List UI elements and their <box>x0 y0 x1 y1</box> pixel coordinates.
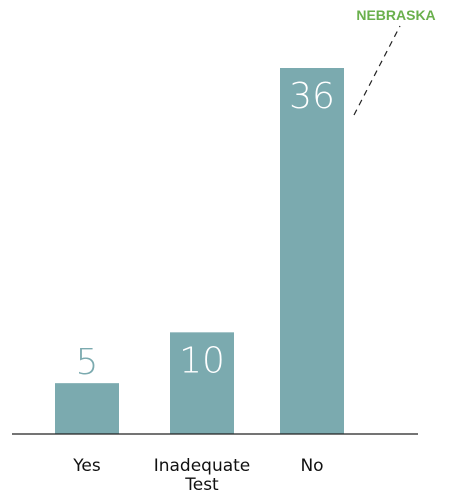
bar-values-layer: 5 10 36 <box>76 76 335 383</box>
category-label-2: No <box>300 456 323 476</box>
bar-1 <box>170 332 234 434</box>
bar-value-1: 10 <box>179 340 225 381</box>
bar-value-0: 5 <box>76 342 99 383</box>
bar-2 <box>280 68 344 434</box>
bar-value-2: 36 <box>289 76 335 117</box>
annotation-leader-line <box>353 25 401 116</box>
bars-layer <box>55 68 344 434</box>
category-label-1-line-0: Inadequate <box>154 456 251 476</box>
annotation-label-nebraska: NEBRASKA <box>356 7 435 23</box>
category-label-0: Yes <box>72 456 101 476</box>
bar-0 <box>55 383 119 434</box>
category-label-1-line-1: Test <box>184 475 219 495</box>
